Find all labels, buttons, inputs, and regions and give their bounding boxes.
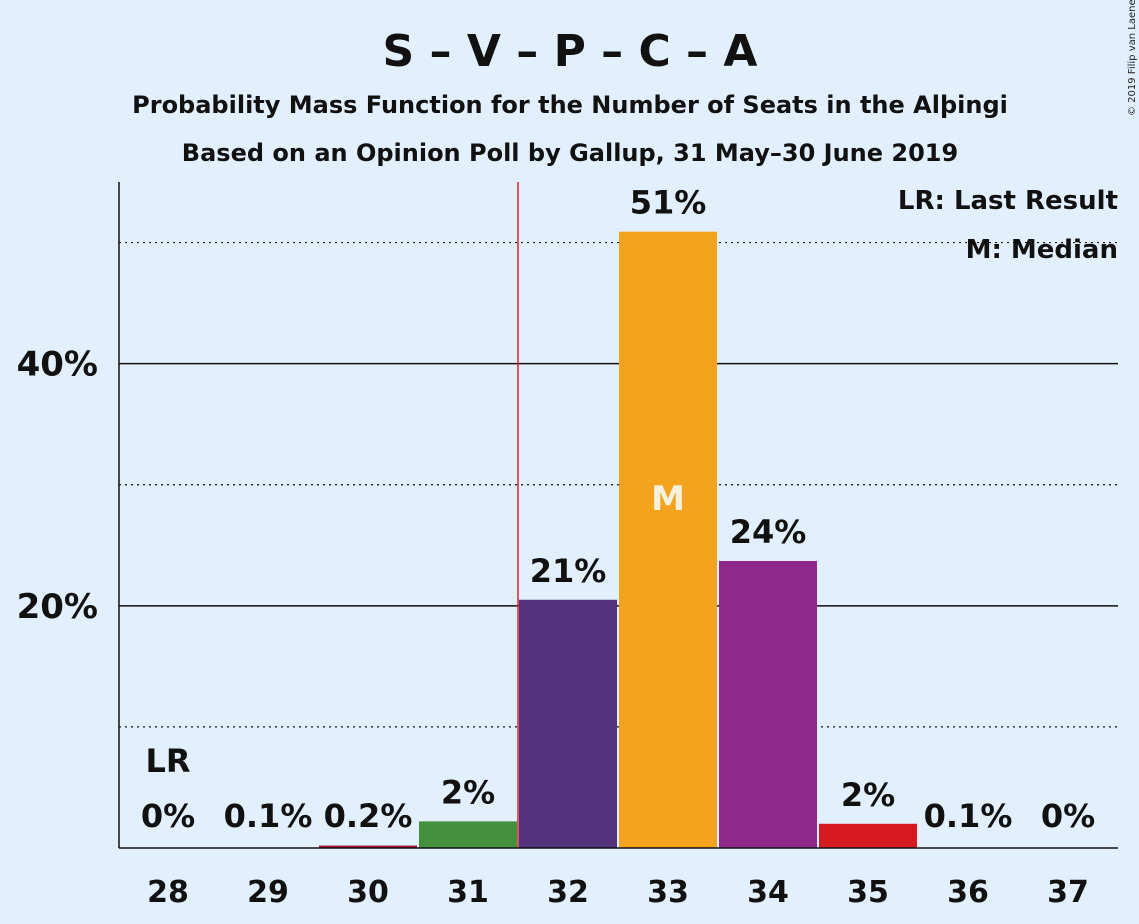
last-result-marker: LR (145, 742, 190, 780)
legend-median: M: Median (966, 235, 1118, 265)
data-label: 51% (630, 184, 707, 222)
labels: 20% 40% 28 0% 29 0.1% 30 0.2% 31 2% 32 21% 33 51% 34 24… (17, 184, 1096, 910)
bar-34 (719, 561, 817, 848)
y-tick-label: 40% (17, 345, 98, 385)
gridlines (119, 241, 1118, 728)
chart-title: S – V – P – C – A (383, 26, 758, 77)
bars (219, 231, 1017, 848)
copyright-text: © 2019 Filip van Laenen (1127, 0, 1138, 116)
bar-32 (519, 599, 617, 848)
data-label: 0% (141, 797, 195, 835)
x-tick-label: 30 (347, 875, 389, 910)
x-tick-label: 37 (1047, 875, 1089, 910)
x-tick-label: 31 (447, 875, 489, 910)
data-label: 21% (530, 552, 607, 590)
x-tick-label: 35 (847, 875, 889, 910)
data-label: 2% (841, 776, 895, 814)
median-marker: M (651, 479, 685, 519)
data-label: 24% (730, 513, 807, 551)
x-tick-label: 28 (147, 875, 189, 910)
x-tick-label: 29 (247, 875, 289, 910)
bar-31 (419, 821, 517, 848)
data-label: 2% (441, 773, 495, 811)
chart-subtitle-1: Probability Mass Function for the Number… (132, 91, 1008, 119)
data-label: 0% (1041, 797, 1095, 835)
data-label: 0.1% (224, 797, 313, 835)
y-tick-label: 20% (17, 587, 98, 627)
x-tick-label: 36 (947, 875, 989, 910)
data-label: 0.1% (924, 797, 1013, 835)
bar-30 (319, 845, 417, 848)
bar-33 (619, 231, 717, 848)
data-label: 0.2% (324, 797, 413, 835)
chart-subtitle-2: Based on an Opinion Poll by Gallup, 31 M… (182, 139, 958, 167)
x-tick-label: 32 (547, 875, 589, 910)
x-tick-label: 33 (647, 875, 689, 910)
legend-last-result: LR: Last Result (898, 186, 1118, 216)
x-tick-label: 34 (747, 875, 789, 910)
bar-35 (819, 823, 917, 848)
